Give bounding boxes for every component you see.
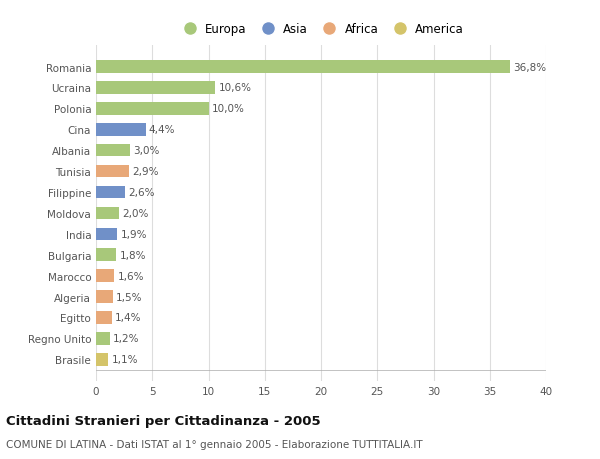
Bar bbox=[96, 61, 510, 73]
Bar bbox=[96, 312, 112, 324]
Text: 2,6%: 2,6% bbox=[128, 188, 155, 197]
Text: 2,9%: 2,9% bbox=[132, 167, 158, 177]
Text: 2,0%: 2,0% bbox=[122, 208, 148, 218]
Text: Cittadini Stranieri per Cittadinanza - 2005: Cittadini Stranieri per Cittadinanza - 2… bbox=[6, 414, 320, 428]
Text: 36,8%: 36,8% bbox=[514, 62, 547, 73]
Text: 1,5%: 1,5% bbox=[116, 292, 143, 302]
Bar bbox=[96, 82, 215, 95]
Bar bbox=[96, 270, 114, 282]
Bar bbox=[96, 186, 125, 199]
Text: COMUNE DI LATINA - Dati ISTAT al 1° gennaio 2005 - Elaborazione TUTTITALIA.IT: COMUNE DI LATINA - Dati ISTAT al 1° genn… bbox=[6, 440, 422, 449]
Text: 1,9%: 1,9% bbox=[121, 230, 147, 239]
Bar bbox=[96, 249, 116, 262]
Text: 1,1%: 1,1% bbox=[112, 354, 138, 364]
Bar bbox=[96, 165, 128, 178]
Bar bbox=[96, 103, 209, 115]
Bar bbox=[96, 124, 146, 136]
Text: 1,8%: 1,8% bbox=[119, 250, 146, 260]
Text: 1,4%: 1,4% bbox=[115, 313, 142, 323]
Bar bbox=[96, 207, 119, 220]
Text: 1,2%: 1,2% bbox=[113, 334, 139, 344]
Bar bbox=[96, 353, 109, 366]
Bar bbox=[96, 291, 113, 303]
Legend: Europa, Asia, Africa, America: Europa, Asia, Africa, America bbox=[173, 18, 469, 41]
Text: 3,0%: 3,0% bbox=[133, 146, 160, 156]
Bar bbox=[96, 145, 130, 157]
Text: 1,6%: 1,6% bbox=[118, 271, 144, 281]
Bar bbox=[96, 332, 110, 345]
Bar bbox=[96, 228, 118, 241]
Text: 4,4%: 4,4% bbox=[149, 125, 175, 135]
Text: 10,0%: 10,0% bbox=[212, 104, 245, 114]
Text: 10,6%: 10,6% bbox=[218, 83, 251, 93]
